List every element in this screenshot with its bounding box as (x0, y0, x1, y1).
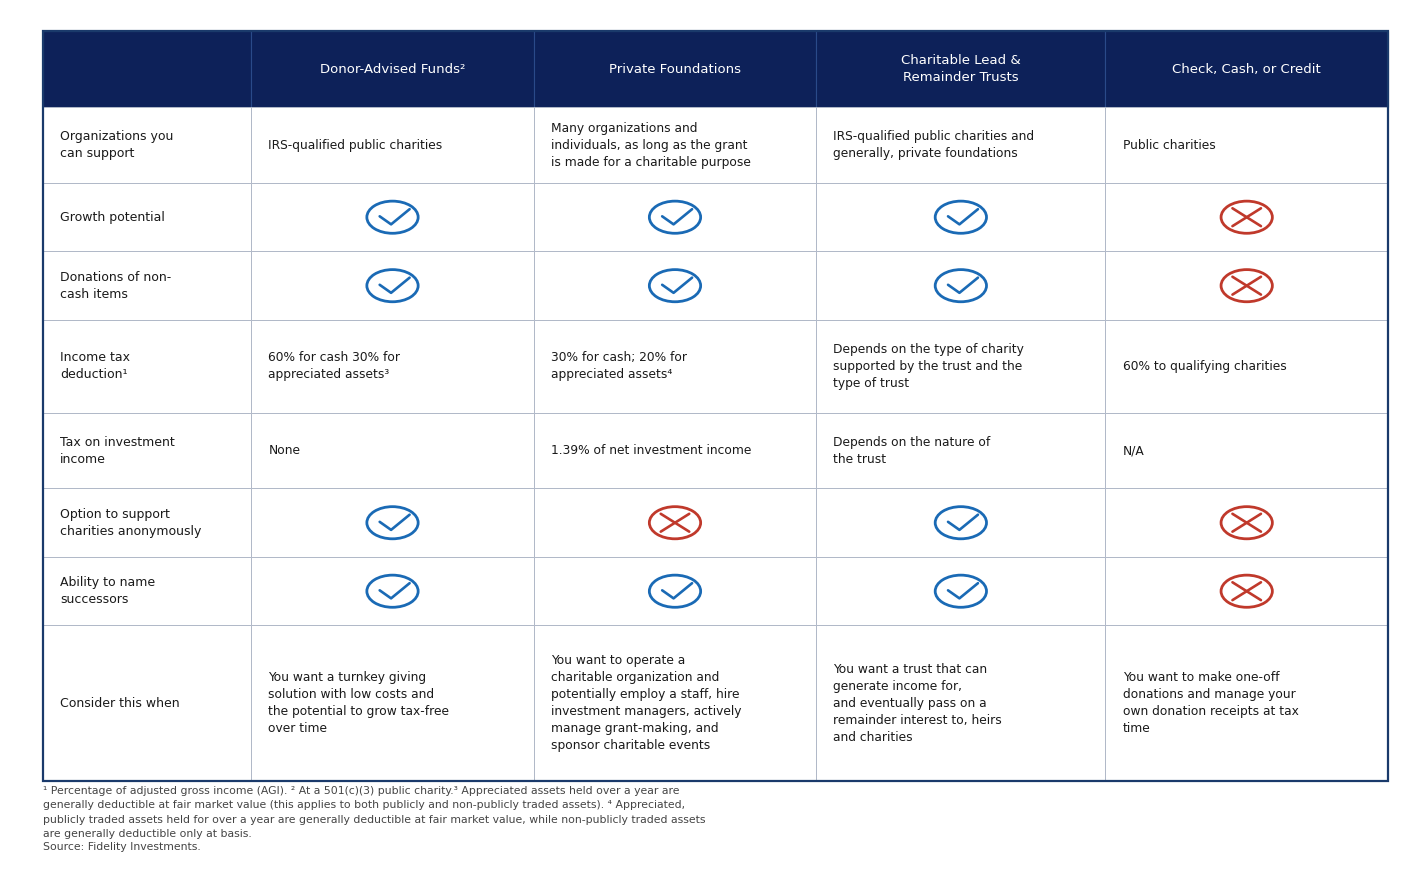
Bar (817, 488, 1106, 557)
Text: IRS-qualified public charities: IRS-qualified public charities (268, 138, 443, 152)
Text: Many organizations and
individuals, as long as the grant
is made for a charitabl: Many organizations and individuals, as l… (551, 121, 751, 169)
Bar (251, 413, 534, 488)
Text: None: None (268, 444, 301, 457)
Text: 60% to qualifying charities: 60% to qualifying charities (1123, 360, 1287, 372)
Text: 1.39% of net investment income: 1.39% of net investment income (551, 444, 751, 457)
Bar (534, 625, 817, 781)
Text: Ability to name
successors: Ability to name successors (60, 576, 155, 606)
Bar (251, 557, 534, 625)
Text: You want a trust that can
generate income for,
and eventually pass on a
remainde: You want a trust that can generate incom… (834, 663, 1002, 744)
Bar (43, 107, 251, 183)
Text: Consider this when: Consider this when (60, 697, 180, 710)
Bar (1106, 183, 1388, 252)
Bar (817, 31, 1106, 107)
Bar (43, 31, 1388, 781)
Bar (817, 183, 1106, 252)
Bar (43, 557, 251, 625)
Text: You want to operate a
charitable organization and
potentially employ a staff, hi: You want to operate a charitable organiz… (551, 655, 741, 753)
Text: Donations of non-
cash items: Donations of non- cash items (60, 271, 171, 301)
Bar (251, 320, 534, 413)
Bar (534, 252, 817, 320)
Text: Income tax
deduction¹: Income tax deduction¹ (60, 351, 130, 381)
Text: You want to make one-off
donations and manage your
own donation receipts at tax
: You want to make one-off donations and m… (1123, 672, 1298, 736)
Text: Source: Fidelity Investments.: Source: Fidelity Investments. (43, 842, 201, 852)
Bar (251, 107, 534, 183)
Bar (534, 413, 817, 488)
Text: Option to support
charities anonymously: Option to support charities anonymously (60, 508, 201, 538)
Bar (534, 557, 817, 625)
Bar (251, 183, 534, 252)
Text: N/A: N/A (1123, 444, 1144, 457)
Bar (534, 107, 817, 183)
Bar (817, 252, 1106, 320)
Bar (43, 488, 251, 557)
Text: Charitable Lead &
Remainder Trusts: Charitable Lead & Remainder Trusts (901, 54, 1020, 85)
Bar (251, 625, 534, 781)
Bar (534, 488, 817, 557)
Bar (1106, 557, 1388, 625)
Bar (251, 31, 534, 107)
Bar (43, 625, 251, 781)
Bar (1106, 31, 1388, 107)
Text: Tax on investment
income: Tax on investment income (60, 436, 175, 465)
Text: 60% for cash 30% for
appreciated assets³: 60% for cash 30% for appreciated assets³ (268, 351, 400, 381)
Text: Depends on the nature of
the trust: Depends on the nature of the trust (834, 436, 990, 465)
Text: Organizations you
can support: Organizations you can support (60, 130, 174, 160)
Bar (1106, 320, 1388, 413)
Bar (1106, 107, 1388, 183)
Bar (534, 183, 817, 252)
Text: ¹ Percentage of adjusted gross income (AGI). ² At a 501(c)(3) public charity.³ A: ¹ Percentage of adjusted gross income (A… (43, 786, 705, 839)
Text: You want a turnkey giving
solution with low costs and
the potential to grow tax-: You want a turnkey giving solution with … (268, 672, 449, 736)
Bar (1106, 625, 1388, 781)
Bar (1106, 413, 1388, 488)
Bar (817, 557, 1106, 625)
Bar (251, 488, 534, 557)
Text: 30% for cash; 20% for
appreciated assets⁴: 30% for cash; 20% for appreciated assets… (551, 351, 687, 381)
Bar (817, 413, 1106, 488)
Text: Donor-Advised Funds²: Donor-Advised Funds² (319, 63, 465, 76)
Bar (43, 183, 251, 252)
Bar (534, 31, 817, 107)
Text: Depends on the type of charity
supported by the trust and the
type of trust: Depends on the type of charity supported… (834, 343, 1025, 389)
Bar (43, 252, 251, 320)
Text: Growth potential: Growth potential (60, 211, 165, 224)
Text: Public charities: Public charities (1123, 138, 1216, 152)
Bar (43, 320, 251, 413)
Bar (817, 320, 1106, 413)
Bar (43, 413, 251, 488)
Bar (1106, 252, 1388, 320)
Text: IRS-qualified public charities and
generally, private foundations: IRS-qualified public charities and gener… (834, 130, 1035, 160)
Bar (817, 107, 1106, 183)
Text: Private Foundations: Private Foundations (608, 63, 741, 76)
Bar (43, 31, 251, 107)
Bar (1106, 488, 1388, 557)
Bar (817, 625, 1106, 781)
Bar (251, 252, 534, 320)
Bar (534, 320, 817, 413)
Text: Check, Cash, or Credit: Check, Cash, or Credit (1173, 63, 1321, 76)
